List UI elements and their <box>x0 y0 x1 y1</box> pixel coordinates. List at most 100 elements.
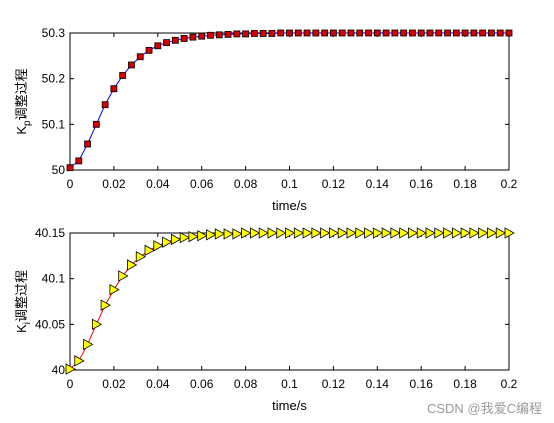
data-point <box>425 227 436 239</box>
y-tick-label: 50.1 <box>42 117 66 131</box>
y-axis-label-suffix: 调整过程 <box>14 68 29 120</box>
data-point <box>267 227 278 239</box>
y-tick-label: 40.05 <box>35 317 65 331</box>
data-point <box>443 227 454 239</box>
data-point <box>188 230 199 243</box>
data-point <box>293 227 305 239</box>
data-point <box>373 29 381 37</box>
x-tick-label: 0.1 <box>281 377 298 391</box>
data-point <box>321 29 329 37</box>
data-point <box>179 231 190 244</box>
y-tick-label: 50.3 <box>42 26 66 40</box>
data-point <box>180 35 188 42</box>
y-axis-label-suffix: 调整过程 <box>14 270 29 322</box>
data-point <box>170 233 182 246</box>
x-tick-label: 0.02 <box>102 177 126 191</box>
data-point <box>390 227 401 239</box>
data-point <box>409 29 416 37</box>
data-point <box>110 85 118 93</box>
data-point <box>118 270 129 282</box>
data-point <box>346 227 357 239</box>
data-point <box>435 29 443 37</box>
kp-subplot: 0 0.02 0.04 0.06 0.08 0.1 0.12 0.14 0.16 0.18 0.2 5… <box>14 26 518 213</box>
watermark: CSDN @我爱C编程 <box>426 401 542 416</box>
data-point <box>478 227 489 239</box>
data-point <box>74 355 85 367</box>
data-point <box>355 227 366 239</box>
y-tick-label: 40.15 <box>35 226 65 240</box>
data-point <box>365 29 372 37</box>
data-point <box>469 227 480 239</box>
x-axis-label: time/s <box>272 398 307 413</box>
data-point <box>329 29 337 37</box>
data-point <box>215 31 223 39</box>
data-point <box>207 31 214 39</box>
data-point <box>426 29 434 37</box>
data-point <box>311 227 322 239</box>
data-point <box>382 29 390 37</box>
data-point <box>505 29 513 37</box>
y-tick-label: 50.2 <box>42 72 66 86</box>
data-point <box>328 227 340 239</box>
x-tick-label: 0.06 <box>190 177 214 191</box>
data-point <box>479 29 487 37</box>
data-point <box>144 244 155 257</box>
data-point <box>320 227 331 239</box>
data-point <box>242 30 250 38</box>
data-point <box>259 30 267 37</box>
data-point <box>206 229 217 241</box>
data-point <box>434 227 445 239</box>
y-axis-label: Ki调整过程 <box>14 270 33 333</box>
y-axis-label: Kp调整过程 <box>14 68 33 134</box>
data-point <box>109 283 120 296</box>
data-point <box>171 36 179 44</box>
x-tick-label: 0.2 <box>501 177 518 191</box>
data-point <box>286 29 293 37</box>
data-point <box>91 318 103 331</box>
x-tick-label: 0.08 <box>234 377 258 391</box>
data-point <box>470 29 478 37</box>
data-point <box>189 33 197 41</box>
data-point <box>100 299 111 311</box>
data-point <box>153 240 164 252</box>
x-tick-label: 0.18 <box>453 377 477 391</box>
data-point <box>276 227 287 239</box>
data-point <box>338 29 346 37</box>
data-point <box>250 30 258 37</box>
data-point <box>408 227 419 239</box>
data-point <box>303 29 311 37</box>
x-tick-label: 0.08 <box>234 177 258 191</box>
data-point <box>487 227 498 239</box>
data-point <box>75 157 83 165</box>
data-point <box>460 227 471 239</box>
data-point <box>400 29 408 37</box>
data-point <box>496 29 504 37</box>
x-tick-label: 0 <box>67 377 74 391</box>
data-point <box>101 101 109 109</box>
data-point <box>83 338 94 351</box>
data-point <box>356 29 364 37</box>
y-axis-label-main: K <box>14 126 29 135</box>
data-point <box>162 236 173 248</box>
data-point <box>119 72 127 79</box>
data-point <box>312 29 320 37</box>
y-axis-label-subscript: i <box>22 322 33 324</box>
data-point <box>214 228 226 240</box>
data-point <box>258 227 269 239</box>
data-point <box>277 29 285 37</box>
data-point <box>145 46 153 54</box>
data-point <box>92 120 100 128</box>
x-tick-label: 0.1 <box>281 177 298 191</box>
data-point <box>154 42 162 50</box>
data-point <box>364 227 375 239</box>
data-point <box>135 251 147 263</box>
data-point <box>381 227 392 239</box>
data-point <box>285 227 296 239</box>
data-point <box>488 29 495 37</box>
data-point <box>452 29 460 37</box>
y-tick-label: 40 <box>52 363 66 377</box>
y-axis-label-subscript: p <box>22 120 33 126</box>
data-point <box>241 227 252 239</box>
data-point <box>223 228 234 240</box>
x-tick-label: 0.04 <box>146 377 170 391</box>
